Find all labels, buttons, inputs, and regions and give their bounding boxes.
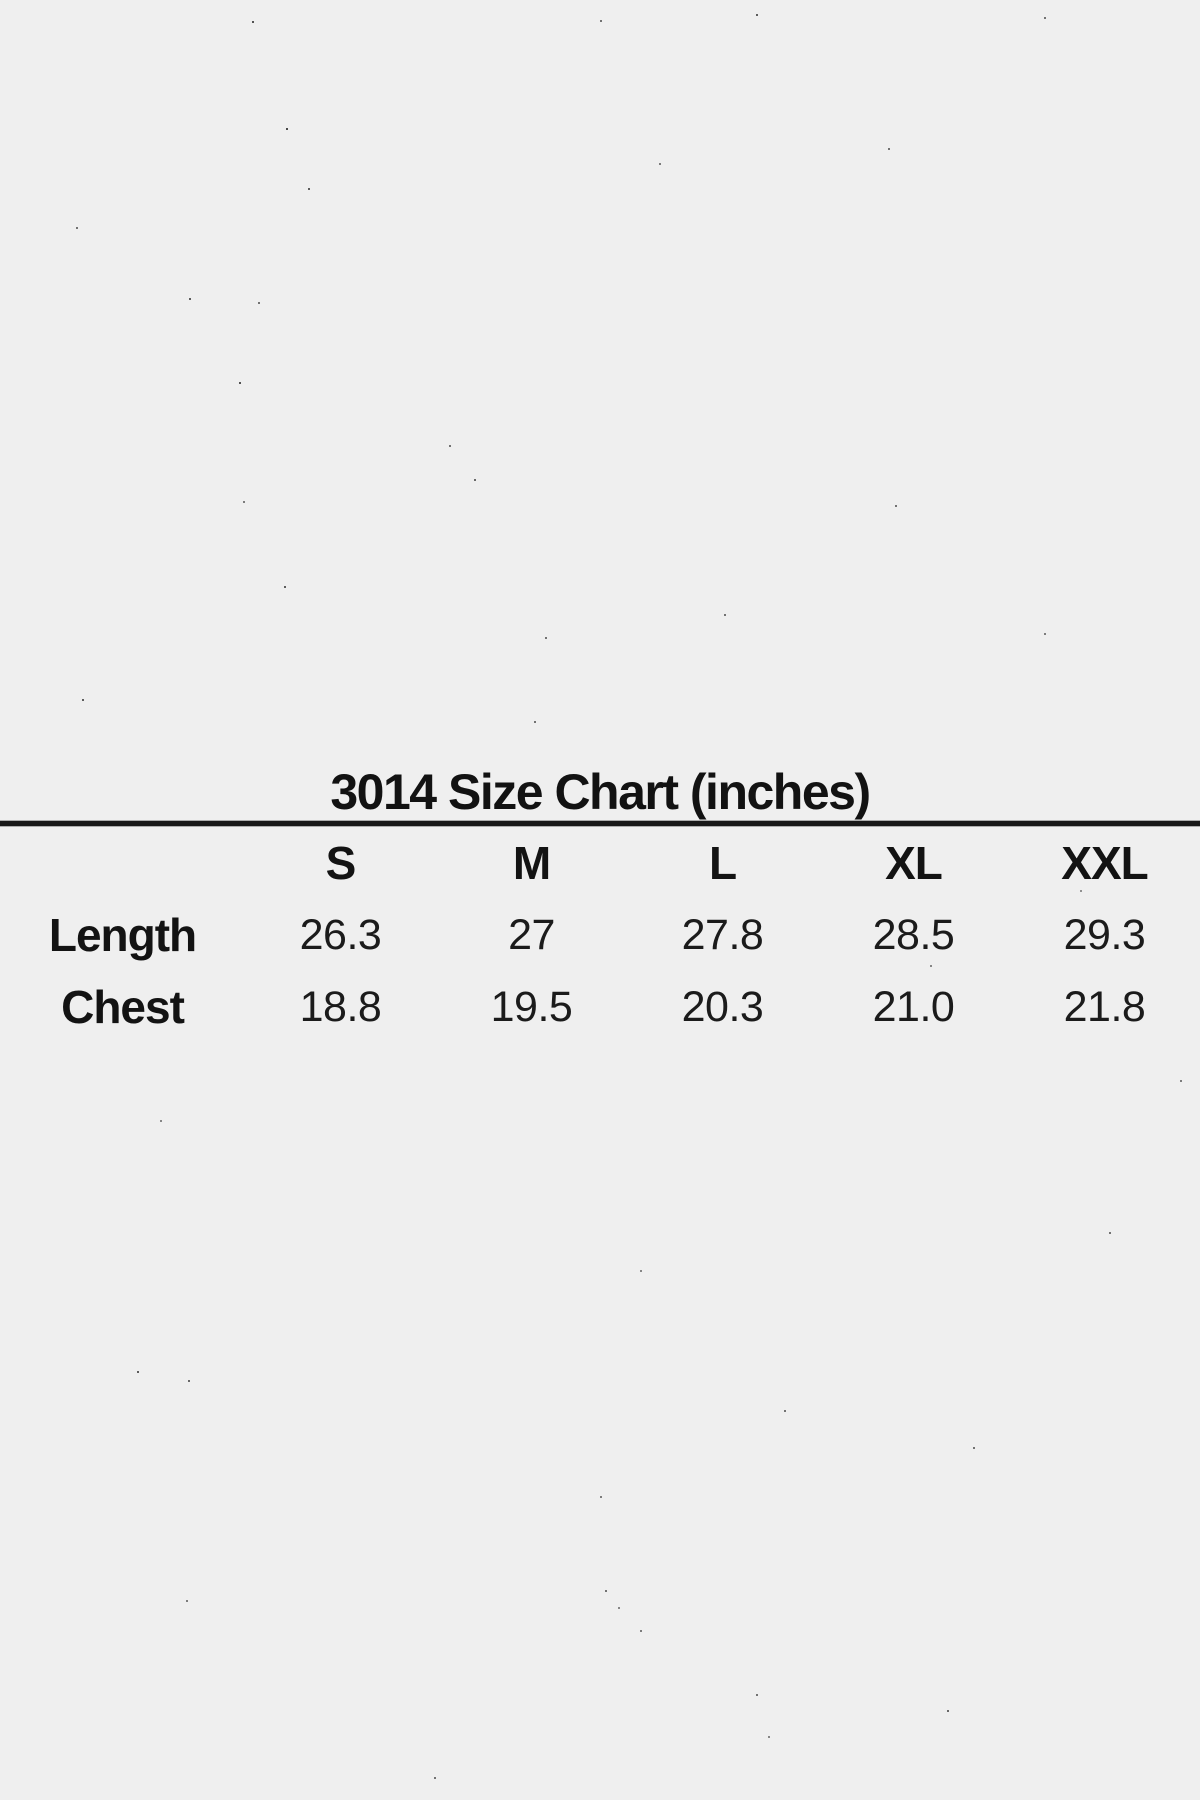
title-divider-line <box>0 821 1200 826</box>
table-corner-cell <box>0 827 245 899</box>
column-header-l: L <box>708 837 737 889</box>
size-chart-title: 3014 Size Chart (inches) <box>330 764 871 820</box>
column-header-xl: XL <box>885 837 943 889</box>
chest-value-l: 20.3 <box>681 982 764 1031</box>
chest-value-xxl: 21.8 <box>1063 982 1146 1031</box>
column-header-m: M <box>512 837 551 889</box>
chest-value-s: 18.8 <box>299 982 382 1031</box>
length-value-s: 26.3 <box>299 910 382 959</box>
row-label-chest: Chest <box>61 981 185 1033</box>
chest-value-m: 19.5 <box>490 982 573 1031</box>
column-header-s: S <box>325 837 357 889</box>
column-header-xxl: XXL <box>1061 837 1148 889</box>
length-value-m: 27 <box>508 910 555 959</box>
row-label-length: Length <box>48 909 197 961</box>
chest-value-xl: 21.0 <box>872 982 955 1031</box>
length-value-l: 27.8 <box>681 910 764 959</box>
length-value-xl: 28.5 <box>872 910 955 959</box>
size-chart-table: S M L XL XXL Length 26.3 27 27.8 28.5 29… <box>0 827 1200 1043</box>
length-value-xxl: 29.3 <box>1063 910 1146 959</box>
background-noise-specks <box>0 0 2 2</box>
